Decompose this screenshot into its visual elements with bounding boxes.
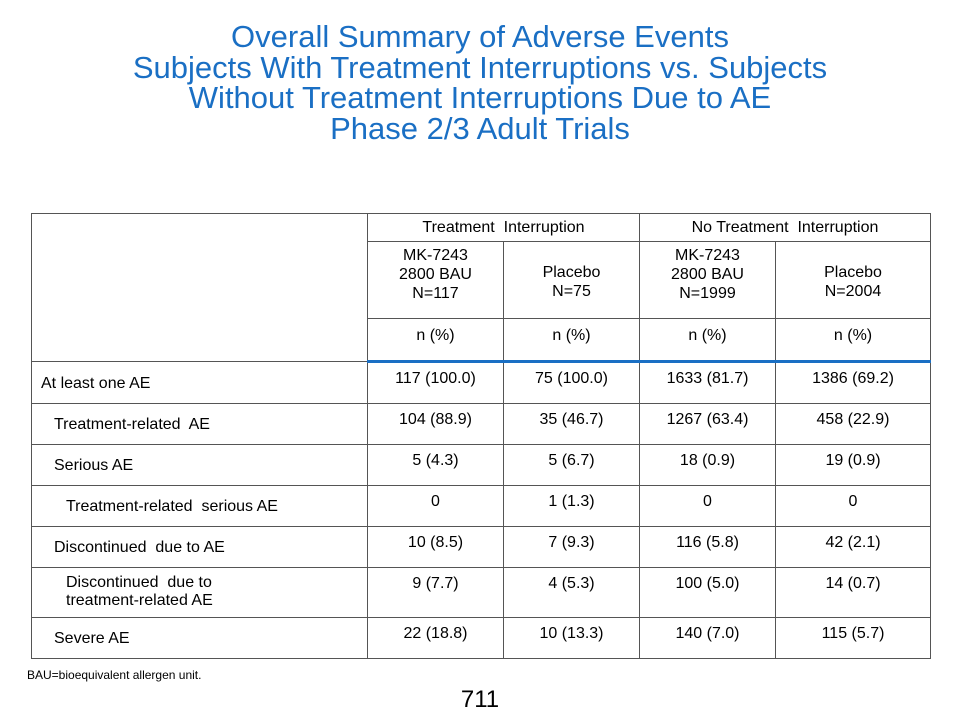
table-row: Discontinued due to AE 10 (8.5) 7 (9.3) … xyxy=(31,526,932,568)
table-cell: 1 (1.3) xyxy=(503,485,640,527)
table-cell: 104 (88.9) xyxy=(367,403,504,445)
table-cell: 117 (100.0) xyxy=(367,361,504,404)
arm-header-mk7243-no-interruption: MK-7243 2800 BAU N=1999 xyxy=(639,241,776,319)
arm-line: 2800 BAU xyxy=(671,266,744,283)
table-cell: 116 (5.8) xyxy=(639,526,776,568)
arm-line: Placebo xyxy=(824,264,882,281)
row-label: Discontinued due to treatment-related AE xyxy=(31,567,368,618)
row-label-line: Discontinued due to xyxy=(66,574,212,591)
row-label: Serious AE xyxy=(31,444,368,486)
arm-line: 2800 BAU xyxy=(399,266,472,283)
arm-line: N=117 xyxy=(412,285,459,302)
arm-line: N=75 xyxy=(552,283,591,300)
table-cell: 1267 (63.4) xyxy=(639,403,776,445)
row-label: At least one AE xyxy=(31,361,368,404)
table-cell: 10 (8.5) xyxy=(367,526,504,568)
table-cell: 458 (22.9) xyxy=(774,403,932,445)
arm-line: N=1999 xyxy=(679,285,736,302)
footnote: BAU=bioequivalent allergen unit. xyxy=(27,668,202,682)
table-cell: 18 (0.9) xyxy=(639,444,776,486)
title-line-3: Without Treatment Interruptions Due to A… xyxy=(188,80,772,115)
title-line-4: Phase 2/3 Adult Trials xyxy=(330,110,630,146)
table-row: Serious AE 5 (4.3) 5 (6.7) 18 (0.9) 19 (… xyxy=(31,444,932,486)
table-cell: 14 (0.7) xyxy=(774,567,932,618)
table-cell: 5 (4.3) xyxy=(367,444,504,486)
page-number: 711 xyxy=(460,686,500,713)
table-cell: 10 (13.3) xyxy=(503,617,640,659)
table-cell: 115 (5.7) xyxy=(774,617,932,659)
table-row: Discontinued due to treatment-related AE… xyxy=(31,567,932,618)
header-blank-cell xyxy=(31,213,368,362)
unit-label: n (%) xyxy=(503,318,640,363)
table-cell: 5 (6.7) xyxy=(503,444,640,486)
arm-header-placebo-no-interruption: Placebo N=2004 xyxy=(774,241,932,319)
row-label: Treatment-related serious AE xyxy=(31,485,368,527)
unit-label: n (%) xyxy=(367,318,504,363)
row-label: Discontinued due to AE xyxy=(31,526,368,568)
table-cell: 4 (5.3) xyxy=(503,567,640,618)
table-cell: 1633 (81.7) xyxy=(639,361,776,404)
table-row: Treatment-related serious AE 0 1 (1.3) 0… xyxy=(31,485,932,527)
unit-label: n (%) xyxy=(639,318,776,363)
arm-header-mk7243-interruption: MK-7243 2800 BAU N=117 xyxy=(367,241,504,319)
table-row: Severe AE 22 (18.8) 10 (13.3) 140 (7.0) … xyxy=(31,617,932,659)
table-cell: 75 (100.0) xyxy=(503,361,640,404)
table-cell: 100 (5.0) xyxy=(639,567,776,618)
table-cell: 19 (0.9) xyxy=(774,444,932,486)
unit-label: n (%) xyxy=(774,318,932,363)
table-cell: 9 (7.7) xyxy=(367,567,504,618)
arm-header-placebo-interruption: Placebo N=75 xyxy=(503,241,640,319)
title-line-2: Subjects With Treatment Interruptions vs… xyxy=(132,49,828,85)
table-cell: 35 (46.7) xyxy=(503,403,640,445)
table-cell: 1386 (69.2) xyxy=(774,361,932,404)
table-cell: 140 (7.0) xyxy=(639,617,776,659)
row-label-line: treatment-related AE xyxy=(66,592,213,609)
arm-line: N=2004 xyxy=(824,283,882,300)
table-cell: 7 (9.3) xyxy=(503,526,640,568)
table-cell: 0 xyxy=(639,485,776,527)
title-line-1: Overall Summary of Adverse Events xyxy=(231,19,729,54)
table-cell: 0 xyxy=(367,485,504,527)
group-header-no-treatment-interruption: No Treatment Interruption xyxy=(638,213,932,242)
arm-line: Placebo xyxy=(542,264,601,281)
table-row: Treatment-related AE 104 (88.9) 35 (46.7… xyxy=(31,403,932,445)
table-cell: 22 (18.8) xyxy=(367,617,504,659)
table-cell: 42 (2.1) xyxy=(774,526,932,568)
table-cell: 0 xyxy=(774,485,932,527)
table-row: At least one AE 117 (100.0) 75 (100.0) 1… xyxy=(31,361,932,404)
row-label: Severe AE xyxy=(31,617,368,659)
group-header-treatment-interruption: Treatment Interruption xyxy=(367,213,640,242)
arm-line: MK-7243 xyxy=(403,247,468,264)
row-label: Treatment-related AE xyxy=(31,403,368,445)
slide-title: Overall Summary of Adverse Events Subjec… xyxy=(0,19,960,146)
arm-line: MK-7243 xyxy=(675,247,740,264)
adverse-events-table: Treatment Interruption No Treatment Inte… xyxy=(31,213,932,659)
